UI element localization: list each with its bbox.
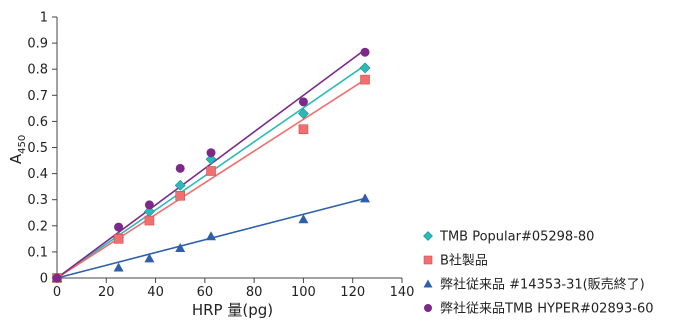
legend-label-series-1: TMB Popular#05298-80: [439, 230, 594, 245]
y-tick-label: 0.9: [27, 37, 48, 52]
y-axis-title: A450: [7, 135, 28, 164]
data-point-series-3: [144, 253, 155, 263]
data-point-series-4: [114, 222, 124, 232]
data-markers: [51, 47, 371, 284]
data-point-series-4: [175, 163, 185, 173]
x-tick-label: 140: [390, 285, 415, 300]
legend-marker-series-1: [423, 231, 433, 241]
y-tick-label: 0.1: [27, 245, 48, 260]
y-tick-label: 0.3: [27, 193, 48, 208]
y-tick-label: 1: [40, 11, 48, 26]
data-point-series-2: [175, 190, 186, 201]
y-tick-label: 0.8: [27, 63, 48, 78]
data-point-series-4: [206, 148, 216, 158]
data-point-series-1: [298, 108, 309, 119]
legend-marker-series-2: [423, 255, 433, 265]
legend-label-series-4: 弊社従来品TMB HYPER#02893-60: [440, 301, 654, 317]
legend-marker-series-3: [423, 279, 433, 288]
data-point-series-3: [206, 231, 217, 241]
y-tick-label: 0.6: [27, 115, 48, 130]
data-point-series-1: [205, 153, 217, 165]
data-point-series-1: [174, 179, 186, 191]
y-tick-label: 0.5: [27, 141, 48, 156]
data-point-series-4: [298, 97, 308, 107]
data-point-series-2: [113, 234, 124, 244]
x-tick-label: 0: [53, 285, 61, 300]
x-axis-title: HRP 量(pg): [192, 301, 273, 319]
data-point-series-3: [113, 262, 124, 272]
y-tick-label: 0.2: [27, 219, 48, 234]
data-point-series-2: [206, 166, 216, 176]
y-tick-label: 0: [40, 272, 48, 287]
legend-label-series-3: 弊社従来品 #14353-31(販売終了): [440, 277, 645, 293]
data-point-series-4: [360, 47, 370, 57]
data-point-series-2: [144, 215, 155, 226]
x-tick-label: 20: [98, 285, 115, 300]
data-point-series-1: [359, 62, 371, 74]
legend-marker-series-4: [424, 304, 432, 312]
y-tick-label: 0.7: [27, 89, 48, 104]
x-tick-label: 120: [340, 285, 365, 300]
data-point-series-2: [298, 124, 309, 135]
data-point-series-3: [175, 242, 186, 252]
x-tick-label: 60: [197, 285, 214, 300]
fit-line-series-2: [56, 78, 366, 279]
axes: 0 0.1 0.2 0.3 0.4 0.5 0.6 0.7 0.8 0.9 1 0 20 40 60 80 10…: [7, 11, 414, 320]
data-point-series-3: [360, 193, 371, 203]
x-tick-label: 40: [147, 285, 164, 300]
x-tick-label: 80: [246, 285, 263, 300]
data-point-series-2: [360, 74, 370, 85]
data-point-series-4: [144, 200, 154, 210]
legend-label-series-2: B社製品: [440, 253, 488, 269]
x-tick-label: 100: [291, 285, 316, 300]
data-point-series-4: [52, 273, 62, 283]
data-point-series-3: [298, 214, 309, 224]
y-tick-label: 0.4: [27, 167, 48, 182]
